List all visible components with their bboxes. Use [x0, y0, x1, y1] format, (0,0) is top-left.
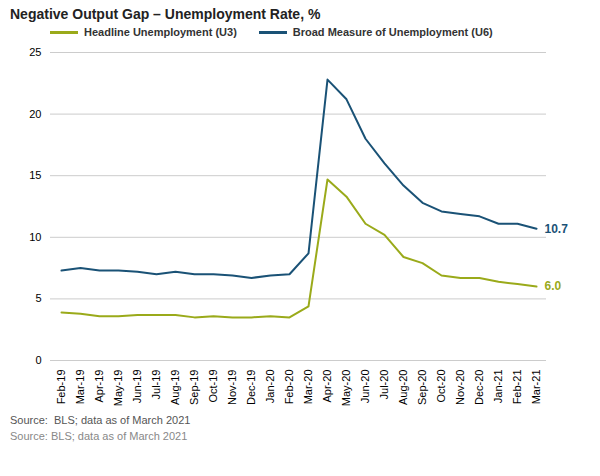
svg-text:15: 15 — [29, 169, 41, 181]
html-text:Source: BLS; data as of March: Source: BLS; data as of March 2021 — [10, 430, 188, 442]
svg-text:Mar-20: Mar-20 — [302, 370, 314, 405]
html-text:Negative Output Gap – Unemploy: Negative Output Gap – Unemployment Rate,… — [10, 6, 321, 22]
svg-text:Sep-19: Sep-19 — [188, 370, 200, 405]
svg-text:Feb-21: Feb-21 — [511, 370, 523, 405]
svg-text:Apr-20: Apr-20 — [321, 370, 333, 403]
svg-text:Oct-20: Oct-20 — [435, 370, 447, 403]
svg-text:Jul-20: Jul-20 — [378, 370, 390, 400]
html-text:Source: BLS; data as of March: Source: BLS; data as of March 2021 — [10, 414, 191, 426]
svg-text:Aug-20: Aug-20 — [397, 370, 409, 405]
svg-text:Jan-21: Jan-21 — [492, 370, 504, 404]
svg-text:20: 20 — [29, 108, 41, 120]
html-text:Broad Measure of Unemployment: Broad Measure of Unemployment (U6) — [292, 26, 493, 38]
svg-text:Jun-19: Jun-19 — [131, 370, 143, 404]
svg-text:10.7: 10.7 — [545, 222, 569, 236]
svg-text:Oct-19: Oct-19 — [207, 370, 219, 403]
svg-text:Feb-19: Feb-19 — [55, 370, 67, 405]
svg-text:Mar-21: Mar-21 — [530, 370, 542, 405]
svg-text:Jul-19: Jul-19 — [150, 370, 162, 400]
html-text:Headline Unemployment (U3): Headline Unemployment (U3) — [84, 26, 237, 38]
svg-text:Feb-20: Feb-20 — [283, 370, 295, 405]
svg-text:Dec-20: Dec-20 — [473, 370, 485, 405]
svg-text:25: 25 — [29, 46, 41, 58]
svg-text:May-19: May-19 — [112, 370, 124, 407]
svg-text:0: 0 — [35, 354, 41, 366]
svg-text:Jan-20: Jan-20 — [264, 370, 276, 404]
svg-text:6.0: 6.0 — [545, 279, 562, 293]
svg-text:Apr-19: Apr-19 — [93, 370, 105, 403]
svg-text:Dec-19: Dec-19 — [245, 370, 257, 405]
svg-text:5: 5 — [35, 292, 41, 304]
svg-text:Sep-20: Sep-20 — [416, 370, 428, 405]
svg-text:Nov-20: Nov-20 — [454, 370, 466, 405]
svg-text:May-20: May-20 — [340, 370, 352, 407]
svg-text:Nov-19: Nov-19 — [226, 370, 238, 405]
svg-text:Mar-19: Mar-19 — [74, 370, 86, 405]
svg-text:Aug-19: Aug-19 — [169, 370, 181, 405]
svg-text:Jun-20: Jun-20 — [359, 370, 371, 404]
svg-text:10: 10 — [29, 231, 41, 243]
